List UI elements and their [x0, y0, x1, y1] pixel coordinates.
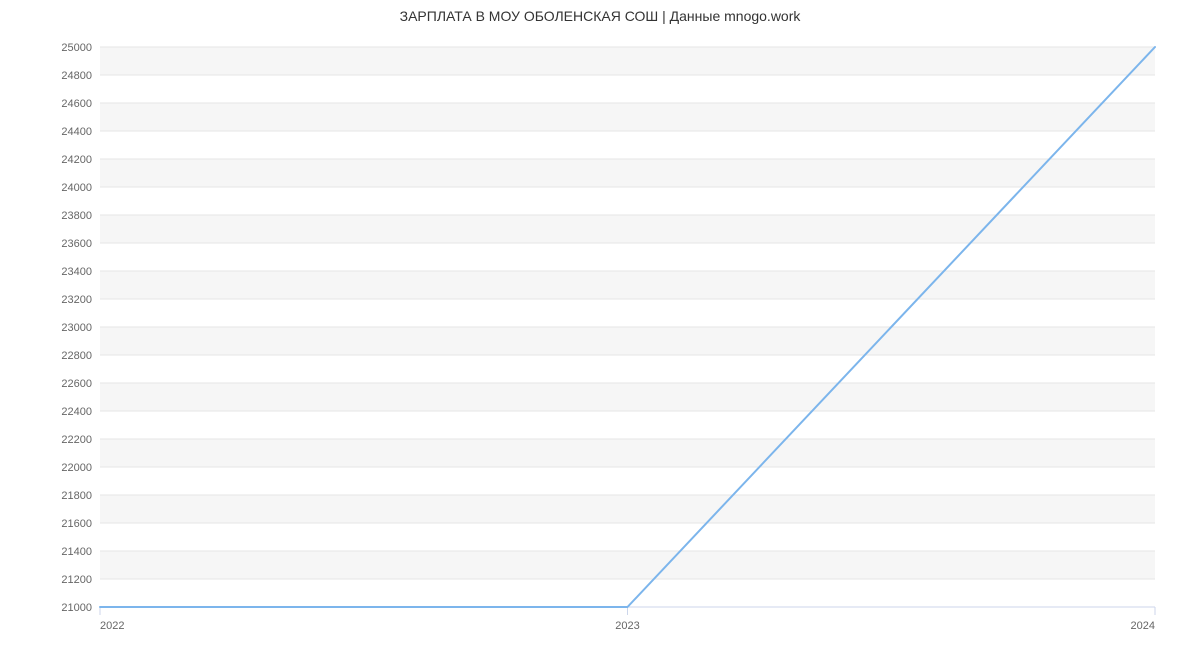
plot-band [100, 411, 1155, 439]
y-tick-label: 22200 [61, 434, 92, 446]
plot-band [100, 439, 1155, 467]
plot-band [100, 187, 1155, 215]
plot-band [100, 495, 1155, 523]
plot-band [100, 523, 1155, 551]
plot-band [100, 75, 1155, 103]
y-tick-label: 21000 [61, 602, 92, 614]
plot-band [100, 271, 1155, 299]
plot-band [100, 243, 1155, 271]
y-tick-label: 23600 [61, 238, 92, 250]
chart-svg: 21000 21200 21400 21600 21800 22000 22200 22400… [0, 0, 1200, 650]
y-tick-label: 22000 [61, 462, 92, 474]
y-tick-label: 21600 [61, 518, 92, 530]
plot-band [100, 327, 1155, 355]
y-tick-label: 23800 [61, 210, 92, 222]
plot-band [100, 103, 1155, 131]
plot-band [100, 159, 1155, 187]
x-tick-label: 2024 [1131, 620, 1155, 632]
y-tick-label: 22400 [61, 406, 92, 418]
y-tick-label: 23000 [61, 322, 92, 334]
plot-band [100, 47, 1155, 75]
plot-band [100, 551, 1155, 579]
y-tick-label: 23400 [61, 266, 92, 278]
salary-chart: ЗАРПЛАТА В МОУ ОБОЛЕНСКАЯ СОШ | Данные m… [0, 0, 1200, 650]
y-tick-label: 24000 [61, 182, 92, 194]
y-tick-label: 24400 [61, 126, 92, 138]
plot-band [100, 467, 1155, 495]
y-tick-label: 22800 [61, 350, 92, 362]
plot-band [100, 383, 1155, 411]
y-tick-label: 25000 [61, 42, 92, 54]
y-tick-label: 21400 [61, 546, 92, 558]
plot-band [100, 579, 1155, 607]
plot-band [100, 131, 1155, 159]
y-tick-label: 22600 [61, 378, 92, 390]
y-tick-label: 24800 [61, 70, 92, 82]
y-tick-label: 24600 [61, 98, 92, 110]
plot-band [100, 355, 1155, 383]
chart-title: ЗАРПЛАТА В МОУ ОБОЛЕНСКАЯ СОШ | Данные m… [0, 8, 1200, 24]
x-tick-label: 2023 [615, 620, 639, 632]
plot-band [100, 299, 1155, 327]
y-tick-label: 23200 [61, 294, 92, 306]
y-tick-label: 21200 [61, 574, 92, 586]
y-tick-label: 24200 [61, 154, 92, 166]
x-tick-label: 2022 [100, 620, 124, 632]
y-tick-label: 21800 [61, 490, 92, 502]
plot-band [100, 215, 1155, 243]
